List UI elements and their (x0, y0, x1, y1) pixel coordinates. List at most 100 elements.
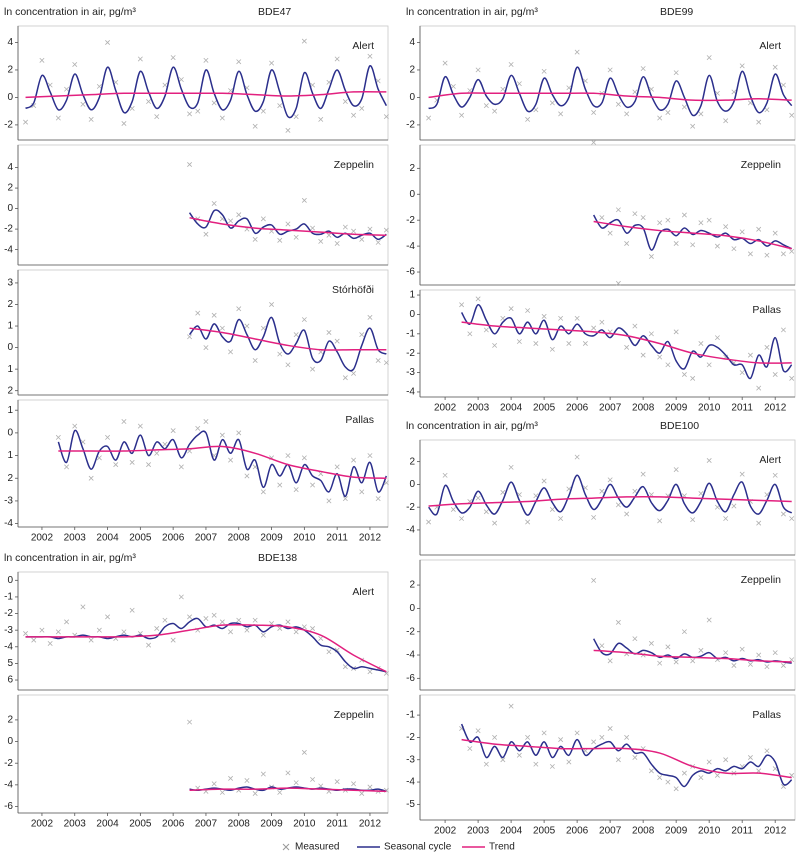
measured-point (525, 116, 531, 122)
measured-point (137, 56, 143, 62)
measured-point (310, 626, 316, 631)
x-tick-label: 2006 (566, 826, 589, 837)
y-tick-label: -1 (406, 710, 415, 721)
y-tick-label: 2 (7, 473, 13, 484)
station-label: Stórhöfði (332, 284, 374, 296)
measured-point (525, 734, 531, 740)
measured-point (615, 757, 621, 763)
panel: 2 0 -2 -4 Alert ln concentration in air, pg/m… (406, 420, 796, 556)
measured-point (293, 332, 299, 338)
measured-point (426, 115, 432, 121)
seasonal-cycle-line (592, 214, 793, 251)
seasonal-cycle-line (188, 316, 387, 372)
station-label: Alert (352, 40, 374, 52)
measured-point (23, 119, 29, 125)
measured-point (558, 516, 564, 522)
measured-point (574, 49, 580, 55)
measured-point (492, 520, 498, 526)
measured-point (342, 224, 348, 230)
measured-point (690, 658, 696, 664)
measured-point (326, 232, 332, 238)
y-tick-label: 0 (409, 92, 415, 103)
measured-point (599, 734, 605, 740)
measured-point (549, 346, 555, 352)
measured-point (640, 471, 646, 477)
measured-point (731, 503, 737, 509)
measured-point (723, 757, 729, 763)
measured-point (632, 636, 638, 642)
measured-point (383, 227, 389, 233)
station-label: Zeppelin (334, 709, 374, 721)
measured-point (293, 629, 299, 635)
measured-point (673, 329, 679, 335)
x-tick-label: 2007 (599, 403, 622, 414)
measured-point (690, 517, 696, 523)
y-tick-label: 4 (409, 37, 415, 48)
measured-point (549, 506, 555, 512)
measured-point (657, 115, 663, 121)
measured-point (170, 637, 176, 643)
y-tick-label: -2 (4, 120, 13, 131)
measured-point (64, 619, 70, 625)
measured-point (31, 637, 37, 643)
measured-point (211, 200, 217, 206)
x-tick-label: 2002 (434, 826, 457, 837)
compound-label: BDE138 (258, 552, 297, 564)
measured-point (154, 626, 160, 631)
measured-point (459, 302, 465, 308)
measured-point (508, 306, 514, 312)
measured-point (574, 730, 580, 736)
measured-point (772, 372, 778, 377)
measured-point (475, 728, 481, 734)
measured-point (739, 370, 745, 376)
panel: 4 2 0 -2 Alert ln concentration in air, pg/m³… (406, 6, 796, 141)
measured-point (293, 114, 299, 120)
x-tick-label: 2005 (533, 403, 556, 414)
x-tick-label: 2003 (467, 403, 490, 414)
measured-point (252, 123, 258, 129)
measured-point (301, 197, 307, 203)
measured-point (80, 101, 86, 107)
x-tick-label: 2004 (500, 403, 523, 414)
y-tick-label: 2 (409, 580, 415, 591)
measured-point (228, 349, 234, 355)
measured-point (533, 761, 539, 767)
seasonal-cycle-line (428, 66, 793, 117)
measured-point (359, 105, 365, 111)
trend-line (189, 217, 387, 237)
measured-point (277, 103, 283, 109)
measured-point (665, 779, 671, 785)
y-tick-label: 0 (409, 189, 415, 200)
measured-point (624, 241, 630, 247)
measured-point (450, 83, 456, 89)
y-tick-label: 1 (7, 405, 13, 416)
measured-point (541, 478, 547, 484)
measured-point (673, 467, 679, 473)
measured-point (318, 238, 324, 244)
measured-point (236, 430, 242, 436)
x-tick-label: 2011 (326, 819, 348, 830)
x-tick-label: 2012 (764, 403, 787, 414)
axis-label: ln concentration in air, pg/m³ (406, 6, 538, 18)
measured-point (764, 107, 770, 113)
measured-point (690, 123, 696, 129)
trend-line (461, 738, 792, 779)
measured-point (747, 755, 753, 760)
measured-point (359, 489, 365, 495)
y-tick-label: 0 (7, 203, 13, 214)
measured-point (591, 110, 597, 116)
measured-point (105, 39, 111, 45)
measured-point (351, 112, 357, 118)
measured-point (624, 511, 630, 517)
measured-point (706, 458, 712, 463)
x-tick-label: 2004 (96, 819, 119, 830)
measured-point (342, 496, 348, 502)
measured-point (375, 358, 381, 363)
measured-point (780, 251, 786, 257)
measured-point (252, 791, 258, 796)
measured-point (334, 779, 340, 785)
measured-point (459, 516, 465, 522)
measured-point (252, 236, 258, 242)
measured-point (516, 81, 522, 87)
